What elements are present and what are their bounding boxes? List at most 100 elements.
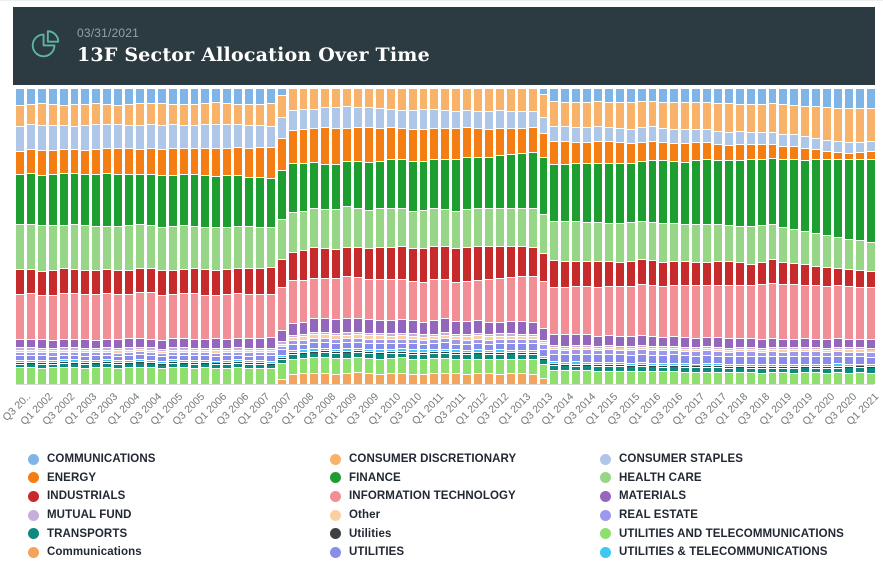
bar-segment[interactable]	[866, 339, 875, 348]
bar-quarter[interactable]	[626, 89, 635, 384]
bar-segment[interactable]	[724, 366, 733, 368]
bar-segment[interactable]	[648, 89, 657, 102]
bar-segment[interactable]	[604, 89, 613, 102]
bar-segment[interactable]	[779, 89, 788, 105]
bar-segment[interactable]	[375, 320, 384, 333]
bar-segment[interactable]	[26, 89, 35, 104]
bar-segment[interactable]	[354, 335, 362, 338]
bar-segment[interactable]	[681, 89, 690, 103]
bar-segment[interactable]	[561, 366, 570, 371]
bar-segment[interactable]	[844, 89, 853, 109]
bar-segment[interactable]	[332, 339, 341, 343]
bar-segment[interactable]	[223, 348, 232, 351]
bar-segment[interactable]	[299, 352, 308, 354]
bar-segment[interactable]	[550, 335, 559, 346]
bar-segment[interactable]	[855, 348, 864, 350]
bar-segment[interactable]	[670, 162, 679, 223]
bar-segment[interactable]	[354, 318, 362, 333]
bar-segment[interactable]	[604, 366, 613, 371]
bar-segment[interactable]	[561, 350, 570, 355]
bar-segment[interactable]	[135, 89, 144, 104]
bar-segment[interactable]	[26, 356, 35, 360]
bar-segment[interactable]	[517, 247, 526, 277]
bar-segment[interactable]	[648, 261, 657, 285]
bar-segment[interactable]	[397, 89, 406, 110]
bar-segment[interactable]	[255, 227, 264, 268]
bar-segment[interactable]	[430, 321, 439, 334]
bar-segment[interactable]	[823, 368, 831, 373]
bar-segment[interactable]	[670, 223, 679, 261]
bar-segment[interactable]	[626, 365, 635, 367]
bar-segment[interactable]	[637, 89, 646, 102]
bar-segment[interactable]	[201, 364, 210, 368]
bar-segment[interactable]	[452, 159, 461, 211]
bar-segment[interactable]	[103, 174, 112, 226]
bar-segment[interactable]	[135, 149, 144, 174]
bar-segment[interactable]	[37, 368, 46, 384]
bar-segment[interactable]	[604, 335, 613, 346]
bar-segment[interactable]	[724, 373, 733, 384]
bar-segment[interactable]	[714, 285, 722, 338]
bar-quarter[interactable]	[125, 89, 133, 385]
bar-segment[interactable]	[615, 163, 624, 223]
bar-segment[interactable]	[332, 320, 341, 333]
bar-segment[interactable]	[92, 351, 101, 352]
bar-segment[interactable]	[833, 373, 842, 385]
bar-segment[interactable]	[648, 346, 657, 348]
bar-segment[interactable]	[670, 261, 679, 285]
bar-segment[interactable]	[125, 350, 133, 352]
bar-quarter[interactable]	[245, 89, 253, 384]
bar-quarter[interactable]	[26, 89, 35, 385]
bar-segment[interactable]	[594, 350, 602, 355]
bar-quarter[interactable]	[441, 89, 450, 384]
bar-segment[interactable]	[855, 357, 864, 364]
bar-segment[interactable]	[245, 126, 253, 148]
bar-segment[interactable]	[692, 129, 701, 143]
bar-segment[interactable]	[484, 335, 493, 337]
bar-segment[interactable]	[299, 280, 308, 322]
bar-segment[interactable]	[626, 351, 635, 355]
bar-segment[interactable]	[59, 294, 68, 340]
bar-segment[interactable]	[70, 368, 79, 384]
bar-segment[interactable]	[255, 368, 264, 384]
bar-segment[interactable]	[670, 367, 679, 372]
legend-item[interactable]: Other	[330, 509, 600, 521]
bar-segment[interactable]	[408, 161, 417, 211]
bar-segment[interactable]	[528, 111, 537, 128]
bar-segment[interactable]	[157, 150, 166, 176]
bar-segment[interactable]	[463, 344, 472, 350]
bar-segment[interactable]	[408, 339, 417, 344]
bar-segment[interactable]	[604, 350, 613, 354]
bar-segment[interactable]	[103, 368, 112, 384]
bar-segment[interactable]	[365, 211, 373, 248]
bar-segment[interactable]	[354, 89, 362, 107]
bar-segment[interactable]	[561, 348, 570, 350]
bar-segment[interactable]	[768, 224, 777, 260]
bar-segment[interactable]	[561, 287, 570, 335]
bar-segment[interactable]	[103, 124, 112, 149]
bar-segment[interactable]	[844, 153, 853, 159]
bar-segment[interactable]	[714, 364, 722, 366]
bar-segment[interactable]	[823, 366, 831, 368]
bar-segment[interactable]	[670, 129, 679, 143]
bar-segment[interactable]	[37, 89, 46, 104]
bar-segment[interactable]	[26, 225, 35, 269]
bar-segment[interactable]	[746, 368, 755, 373]
bar-segment[interactable]	[866, 271, 875, 287]
bar-quarter[interactable]	[463, 89, 472, 384]
bar-segment[interactable]	[757, 104, 766, 132]
bar-segment[interactable]	[135, 269, 144, 293]
bar-segment[interactable]	[604, 365, 613, 366]
bar-segment[interactable]	[343, 343, 352, 349]
bar-segment[interactable]	[637, 348, 646, 350]
bar-segment[interactable]	[234, 268, 243, 293]
bar-segment[interactable]	[746, 373, 755, 384]
bar-segment[interactable]	[528, 153, 537, 208]
bar-segment[interactable]	[430, 352, 439, 354]
bar-segment[interactable]	[801, 106, 810, 137]
bar-segment[interactable]	[561, 102, 570, 127]
bar-segment[interactable]	[299, 110, 308, 130]
bar-segment[interactable]	[583, 164, 592, 222]
bar-segment[interactable]	[223, 353, 232, 356]
bar-segment[interactable]	[812, 348, 821, 350]
